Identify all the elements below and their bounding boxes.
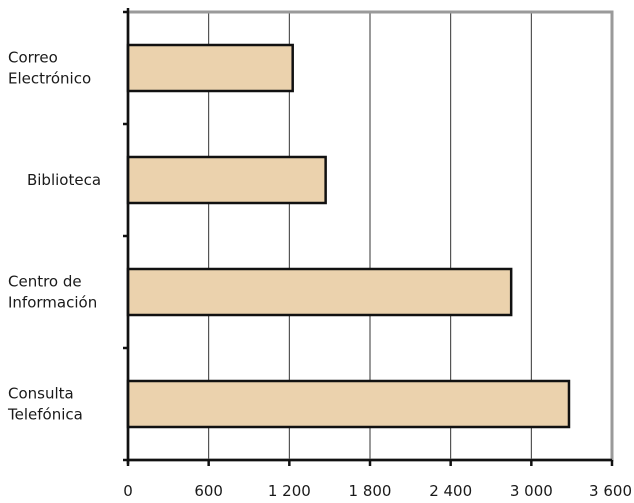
x-tick-label: 3 000 bbox=[510, 482, 553, 500]
x-tick-label: 600 bbox=[194, 482, 223, 500]
x-tick-label: 2 400 bbox=[429, 482, 472, 500]
x-tick-label: 1 800 bbox=[349, 482, 392, 500]
label-layer: 0 600 1 200 1 800 2 400 3 000 3 600 Correo Elect… bbox=[7, 49, 632, 501]
bar-1 bbox=[126, 155, 327, 205]
x-tick-label: 1 200 bbox=[268, 482, 311, 500]
category-label: Centro de Información bbox=[8, 273, 97, 312]
axis-layer bbox=[123, 8, 614, 466]
category-label: Biblioteca bbox=[27, 171, 101, 189]
bar-2 bbox=[126, 267, 513, 317]
category-label: Correo Electrónico bbox=[8, 49, 91, 88]
bar-0 bbox=[126, 43, 294, 93]
bar-3 bbox=[126, 379, 571, 429]
category-label: Consulta Telefónica bbox=[7, 385, 83, 424]
bar-layer bbox=[126, 43, 571, 429]
x-tick-label: 0 bbox=[123, 482, 133, 500]
x-tick-label: 3 600 bbox=[589, 482, 632, 500]
